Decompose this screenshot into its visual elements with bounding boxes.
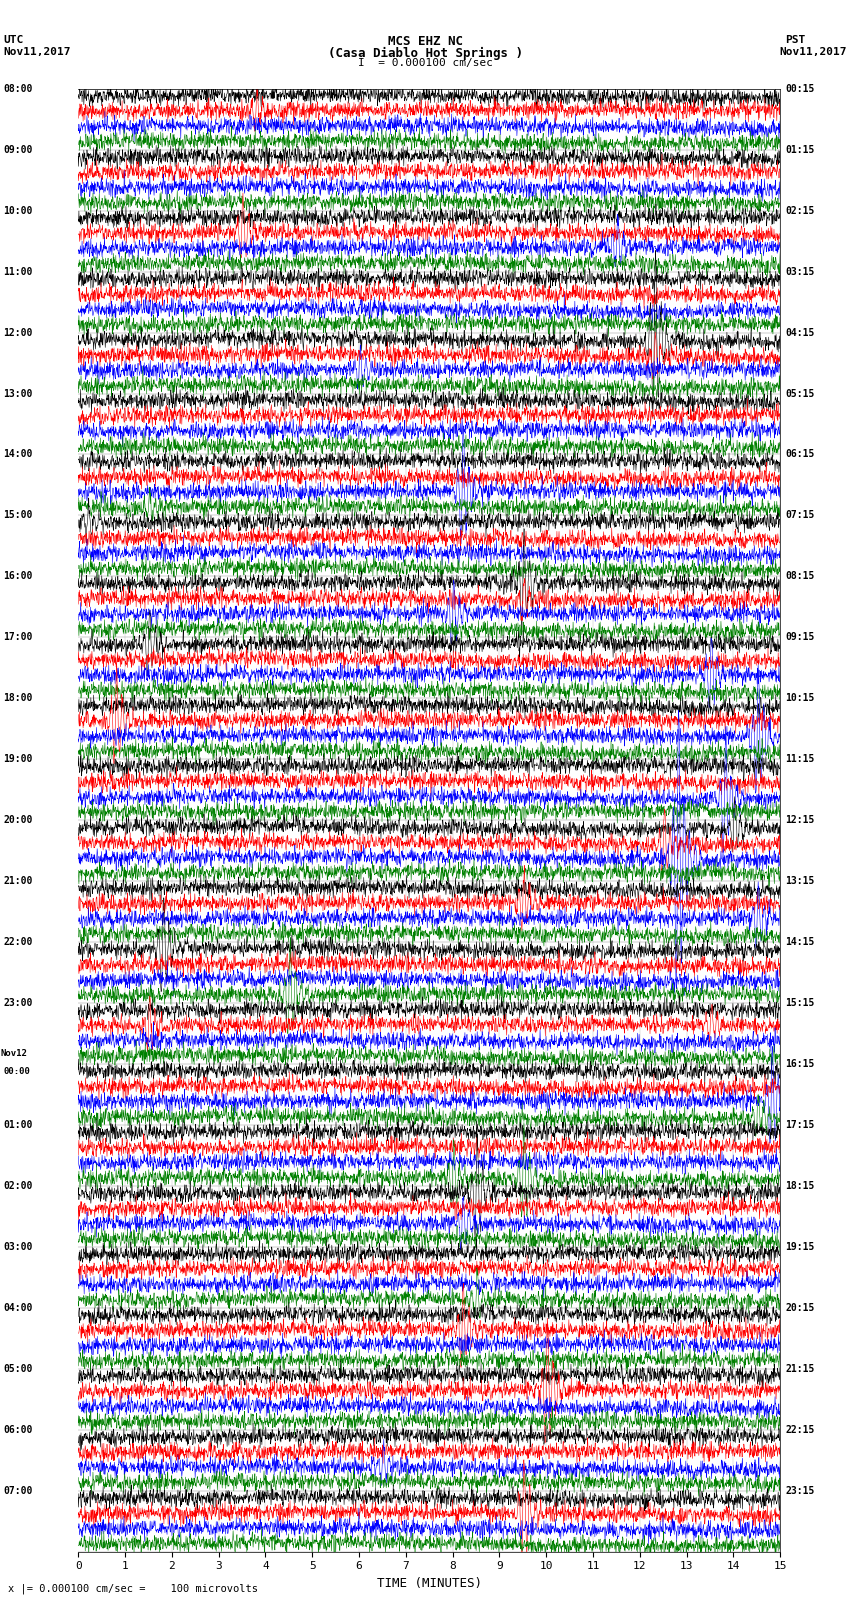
Text: 13:15: 13:15: [785, 876, 815, 886]
Text: PST: PST: [785, 35, 806, 45]
Text: 19:15: 19:15: [785, 1242, 815, 1252]
Text: 14:15: 14:15: [785, 937, 815, 947]
Text: 20:00: 20:00: [3, 815, 33, 826]
Text: 06:15: 06:15: [785, 450, 815, 460]
Text: (Casa Diablo Hot Springs ): (Casa Diablo Hot Springs ): [327, 47, 523, 60]
Text: 13:00: 13:00: [3, 389, 33, 398]
Text: UTC: UTC: [3, 35, 24, 45]
Text: 02:00: 02:00: [3, 1181, 33, 1190]
Text: 08:00: 08:00: [3, 84, 33, 94]
Text: Nov11,2017: Nov11,2017: [3, 47, 71, 56]
Text: 22:00: 22:00: [3, 937, 33, 947]
Text: 17:00: 17:00: [3, 632, 33, 642]
Text: 20:15: 20:15: [785, 1303, 815, 1313]
Text: 16:00: 16:00: [3, 571, 33, 581]
Text: MCS EHZ NC: MCS EHZ NC: [388, 35, 462, 48]
Text: 21:00: 21:00: [3, 876, 33, 886]
Text: 01:00: 01:00: [3, 1119, 33, 1131]
Text: 23:15: 23:15: [785, 1486, 815, 1495]
Text: 08:15: 08:15: [785, 571, 815, 581]
Text: 05:15: 05:15: [785, 389, 815, 398]
Text: 07:15: 07:15: [785, 510, 815, 521]
Text: 09:15: 09:15: [785, 632, 815, 642]
Text: 21:15: 21:15: [785, 1365, 815, 1374]
Text: 05:00: 05:00: [3, 1365, 33, 1374]
Text: 15:00: 15:00: [3, 510, 33, 521]
Text: 12:00: 12:00: [3, 327, 33, 337]
Text: 18:00: 18:00: [3, 694, 33, 703]
Text: 06:00: 06:00: [3, 1424, 33, 1436]
Text: 11:15: 11:15: [785, 755, 815, 765]
Text: 02:15: 02:15: [785, 205, 815, 216]
Text: 23:00: 23:00: [3, 998, 33, 1008]
Text: 10:00: 10:00: [3, 205, 33, 216]
Text: 03:00: 03:00: [3, 1242, 33, 1252]
Text: 19:00: 19:00: [3, 755, 33, 765]
Text: 16:15: 16:15: [785, 1060, 815, 1069]
Text: 09:00: 09:00: [3, 145, 33, 155]
Text: 18:15: 18:15: [785, 1181, 815, 1190]
Text: 15:15: 15:15: [785, 998, 815, 1008]
Text: 03:15: 03:15: [785, 266, 815, 276]
Text: 07:00: 07:00: [3, 1486, 33, 1495]
Text: Nov11,2017: Nov11,2017: [779, 47, 847, 56]
X-axis label: TIME (MINUTES): TIME (MINUTES): [377, 1578, 482, 1590]
Text: 01:15: 01:15: [785, 145, 815, 155]
Text: I  = 0.000100 cm/sec: I = 0.000100 cm/sec: [358, 58, 492, 68]
Text: 17:15: 17:15: [785, 1119, 815, 1131]
Text: 10:15: 10:15: [785, 694, 815, 703]
Text: 00:15: 00:15: [785, 84, 815, 94]
Text: 22:15: 22:15: [785, 1424, 815, 1436]
Text: 11:00: 11:00: [3, 266, 33, 276]
Text: Nov12: Nov12: [1, 1048, 28, 1058]
Text: 12:15: 12:15: [785, 815, 815, 826]
Text: 04:15: 04:15: [785, 327, 815, 337]
Text: 00:00: 00:00: [3, 1068, 31, 1076]
Text: x |= 0.000100 cm/sec =    100 microvolts: x |= 0.000100 cm/sec = 100 microvolts: [8, 1582, 258, 1594]
Text: 14:00: 14:00: [3, 450, 33, 460]
Text: 04:00: 04:00: [3, 1303, 33, 1313]
